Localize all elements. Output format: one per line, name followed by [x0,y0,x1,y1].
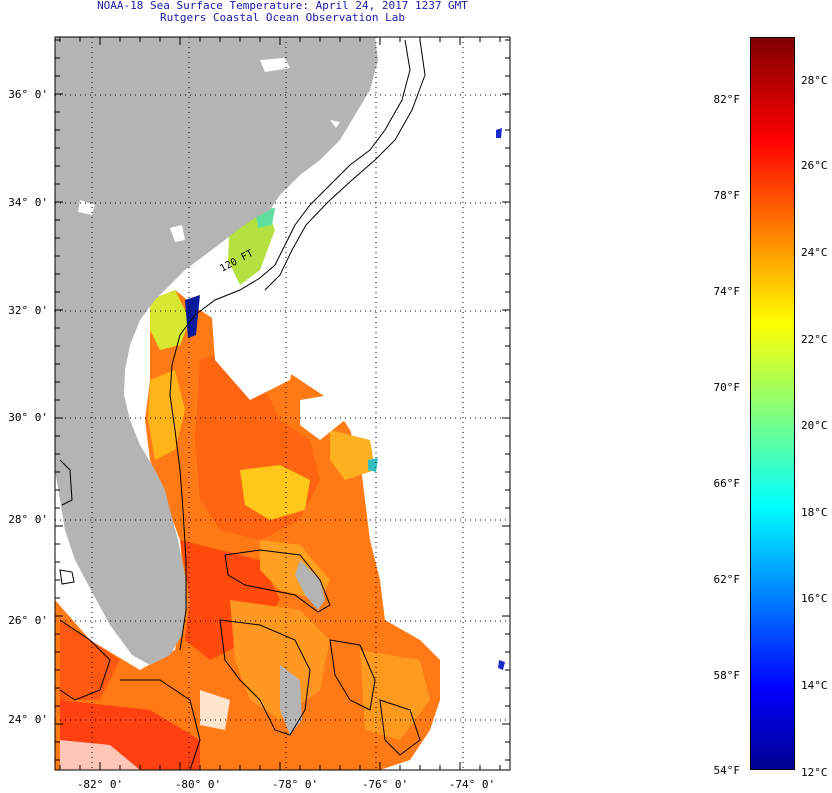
colorbar-celsius-label: 20°C [801,419,828,432]
colorbar-fahrenheit-label: 66°F [713,477,741,490]
colorbar-celsius-label: 22°C [801,333,828,346]
lon-label: -76° 0' [361,778,409,791]
axis-ticks [55,37,510,770]
colorbar-celsius-label: 28°C [801,74,828,87]
colorbar-celsius-label: 24°C [801,246,828,259]
map-subtitle: Rutgers Coastal Ocean Observation Lab [159,11,406,24]
lat-label: 30° 0' [8,411,48,424]
cloud-cover [60,280,345,770]
temperature-colorbar [750,37,795,770]
colorbar-fahrenheit-label: 70°F [713,381,741,394]
colorbar-fahrenheit-label: 78°F [713,189,741,202]
lon-label: -74° 0' [448,778,496,791]
lat-label: 26° 0' [8,614,48,627]
colorbar-fahrenheit-label: 62°F [713,573,741,586]
colorbar-celsius-label: 12°C [801,766,828,779]
colorbar-celsius-label: 26°C [801,159,828,172]
lat-label: 28° 0' [8,513,48,526]
colorbar-celsius-label: 18°C [801,506,828,519]
colorbar-fahrenheit-label: 58°F [713,669,741,682]
colorbar-fahrenheit-label: 74°F [713,285,741,298]
colorbar-fahrenheit-label: 82°F [713,93,741,106]
lon-label: -82° 0' [76,778,124,791]
colorbar-celsius-label: 14°C [801,679,828,692]
colorbar-celsius-label: 16°C [801,592,828,605]
lat-label: 24° 0' [8,713,48,726]
colorbar-fahrenheit-label: 54°F [713,764,741,777]
map-title: NOAA-18 Sea Surface Temperature: April 2… [97,0,468,12]
lon-label: -78° 0' [271,778,319,791]
map-frame [54,36,511,771]
graticule [55,37,510,770]
lon-label: -80° 0' [174,778,222,791]
lat-label: 36° 0' [8,88,48,101]
lat-label: 32° 0' [8,304,48,317]
lat-label: 34° 0' [8,196,48,209]
bathymetry-contours [59,39,426,770]
